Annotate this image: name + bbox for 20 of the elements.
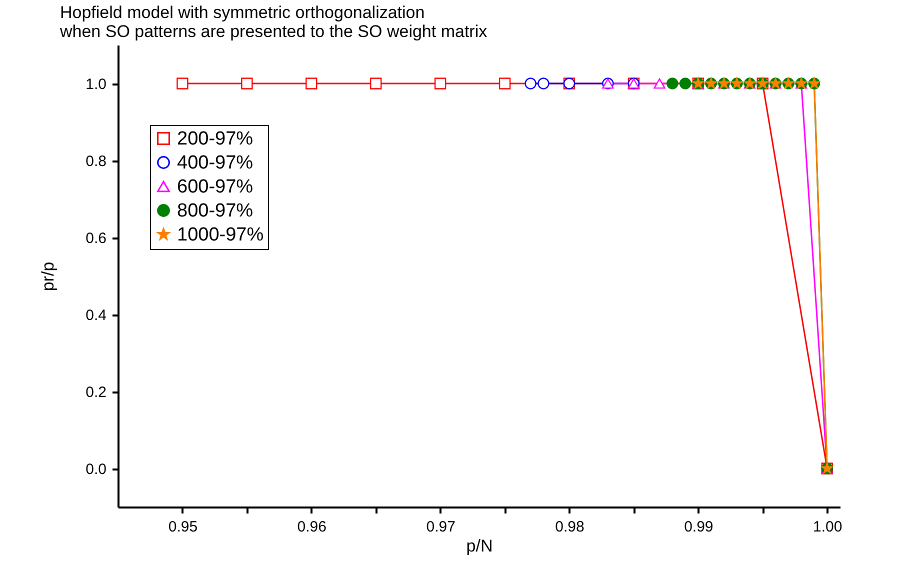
- y-tick-label: 0.0: [86, 461, 106, 478]
- x-tick-label: 1.00: [813, 518, 842, 536]
- x-tick-label: 0.95: [168, 518, 198, 536]
- y-tick-label: 0.4: [86, 307, 106, 324]
- legend-label: 200-97%: [177, 128, 254, 150]
- x-axis-title: p/N: [466, 536, 493, 556]
- legend-label: 800-97%: [177, 200, 254, 222]
- x-tick-label: 0.99: [684, 518, 714, 536]
- legend-label: 600-97%: [177, 176, 254, 198]
- y-tick-label: 1.0: [86, 76, 106, 93]
- x-tick-label: 0.97: [426, 518, 456, 536]
- x-tick-label: 0.98: [555, 518, 584, 536]
- y-tick-label: 0.8: [86, 153, 106, 170]
- x-tick-label: 0.96: [297, 518, 326, 536]
- y-tick-label: 0.6: [86, 230, 106, 247]
- y-tick-label: 0.2: [86, 384, 106, 401]
- legend-label: 1000-97%: [177, 224, 264, 246]
- chart-title: Hopfield model with symmetric orthogonalization when SO patterns are presented to the SO weight matrix: [59, 3, 488, 41]
- y-axis-title: pr/p: [38, 262, 58, 292]
- legend-label: 400-97%: [177, 152, 254, 174]
